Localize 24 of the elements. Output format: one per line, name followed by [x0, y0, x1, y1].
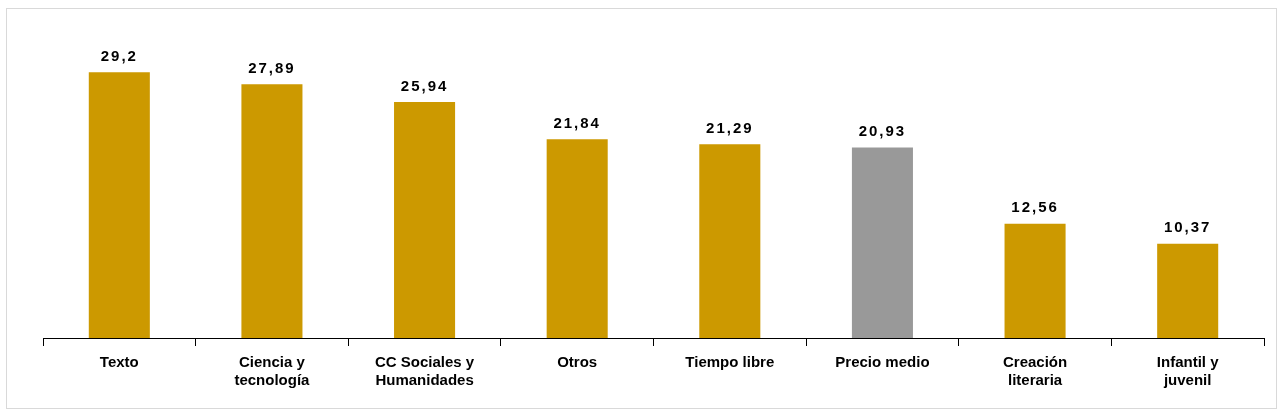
bar	[546, 139, 608, 338]
x-tick-label: Precio medio	[835, 353, 930, 371]
data-label: 29,2	[100, 46, 138, 64]
bar	[851, 147, 913, 338]
bar	[241, 84, 303, 338]
data-label: 12,56	[1011, 198, 1059, 216]
x-tick-label: Creación literaria	[1002, 353, 1068, 389]
x-tick-label: Tiempo libre	[685, 353, 775, 371]
bar	[699, 144, 761, 338]
bar	[1157, 243, 1219, 338]
x-tick-label: Texto	[99, 353, 139, 371]
data-label: 21,29	[706, 118, 754, 136]
x-tick-label: Infantil y juvenil	[1156, 353, 1220, 389]
x-tick-label: Otros	[557, 353, 598, 371]
bar	[1004, 223, 1066, 338]
data-label: 21,84	[553, 113, 601, 131]
data-label: 25,94	[400, 76, 449, 94]
data-label: 20,93	[858, 122, 907, 140]
x-tick-label: Ciencia y tecnología	[234, 353, 311, 389]
bar	[88, 72, 150, 338]
bar	[394, 101, 456, 338]
x-tick-label: CC Sociales y Humanidades	[374, 353, 475, 389]
data-label: 10,37	[1163, 218, 1212, 236]
data-label: 27,89	[248, 58, 296, 76]
